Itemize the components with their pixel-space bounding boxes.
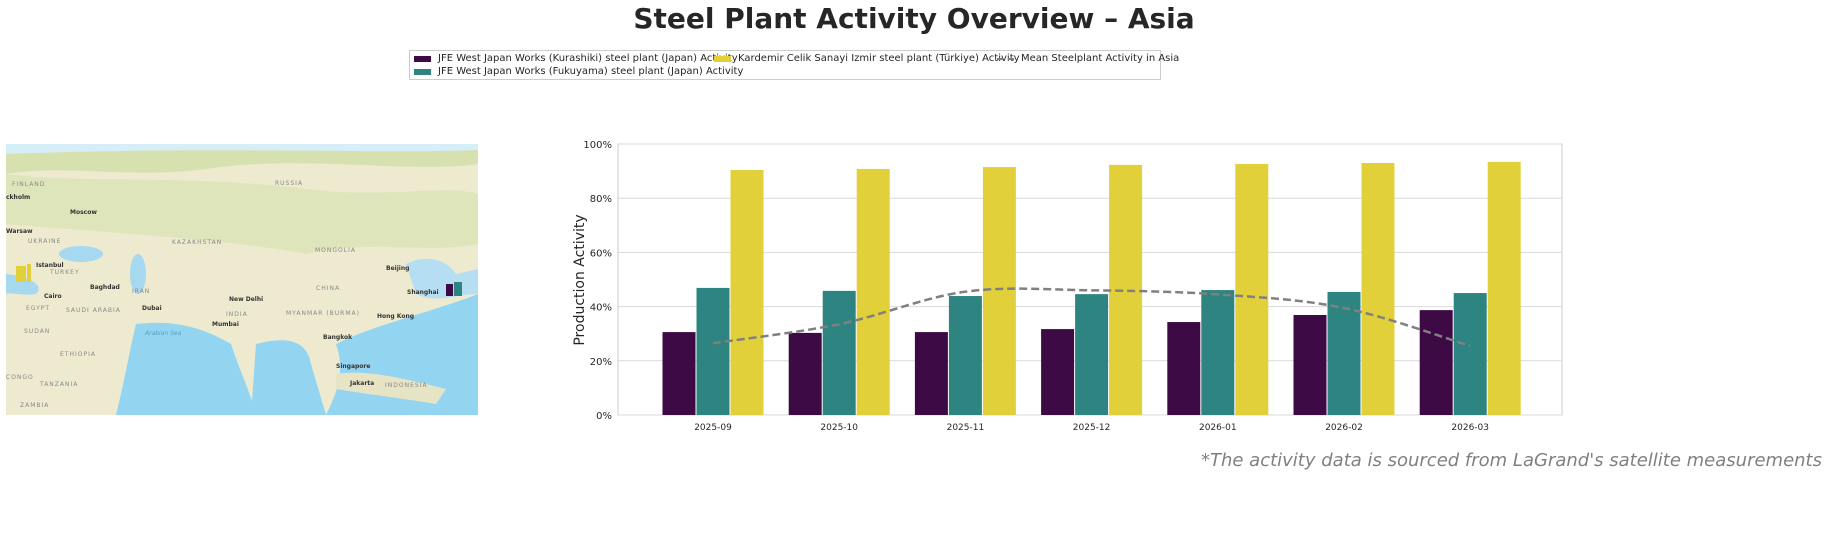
bar-kardemir — [1361, 162, 1395, 415]
map-label: ckholm — [6, 194, 31, 201]
map-label: Beijing — [386, 265, 410, 272]
y-tick-label: 100% — [583, 140, 612, 151]
map-label: Shanghai — [407, 289, 439, 296]
bar-kardemir — [856, 168, 890, 415]
map-label: Moscow — [70, 209, 97, 216]
legend-swatch — [714, 55, 731, 62]
bar-fukuyama — [1453, 293, 1487, 415]
map-label: Mumbai — [212, 321, 239, 328]
map-label: Cairo — [44, 293, 62, 300]
map-label: INDONESIA — [385, 382, 428, 389]
y-tick-label: 80% — [590, 194, 612, 205]
map-label: EGYPT — [26, 305, 51, 312]
legend-item-fukuyama: JFE West Japan Works (Fukuyama) steel pl… — [414, 66, 743, 77]
legend-item-kardemir: Kardemir Celik Sanayi Izmir steel plant … — [714, 53, 1020, 64]
map-label: Bangkok — [323, 334, 353, 341]
legend-item-mean: Mean Steelplant Activity in Asia — [997, 53, 1179, 64]
map-label: ETHIOPIA — [60, 351, 96, 358]
bar-kurashiki — [1293, 315, 1327, 415]
map-label: Hong Kong — [377, 313, 415, 320]
plant-marker-fukuyama — [454, 282, 462, 296]
plant-marker-kurashiki — [446, 284, 453, 296]
y-tick-label: 20% — [590, 357, 612, 368]
map-label: FINLAND — [12, 181, 46, 188]
map-label: CHINA — [316, 285, 341, 292]
legend: JFE West Japan Works (Kurashiki) steel p… — [409, 50, 1179, 80]
map-label: Warsaw — [6, 228, 33, 235]
legend-item-kurashiki: JFE West Japan Works (Kurashiki) steel p… — [414, 53, 738, 64]
legend-dash — [997, 57, 1014, 60]
x-tick-label: 2025-10 — [820, 423, 858, 433]
legend-label: JFE West Japan Works (Fukuyama) steel pl… — [438, 66, 744, 77]
map-label: Dubai — [142, 305, 162, 312]
map-label: TANZANIA — [40, 381, 79, 388]
bar-fukuyama — [1201, 290, 1235, 415]
x-tick-label: 2026-02 — [1325, 423, 1363, 433]
y-tick-label: 0% — [596, 411, 612, 422]
legend-label: JFE West Japan Works (Kurashiki) steel p… — [438, 53, 738, 64]
y-tick-label: 40% — [590, 303, 612, 314]
map-label: Arabian Sea — [145, 330, 182, 337]
map-label: MYANMAR (BURMA) — [286, 310, 360, 317]
footer-note: *The activity data is sourced from LaGra… — [1200, 450, 1822, 471]
y-axis-label: Production Activity — [572, 214, 588, 345]
map-label: Baghdad — [90, 284, 120, 291]
plant-marker-kardemir — [16, 266, 26, 282]
x-tick-label: 2026-01 — [1199, 423, 1237, 433]
bar-kurashiki — [662, 332, 696, 415]
map-label: New Delhi — [229, 296, 264, 303]
map-label: UKRAINE — [28, 238, 62, 245]
map-label: TURKEY — [50, 269, 80, 276]
legend-label: Kardemir Celik Sanayi Izmir steel plant … — [738, 53, 1020, 64]
bar-fukuyama — [696, 287, 730, 415]
map-label: Singapore — [336, 363, 371, 370]
map-label: IRAN — [132, 288, 151, 295]
map-label: KAZAKHSTAN — [172, 239, 223, 246]
bar-kardemir — [982, 167, 1016, 415]
bar-fukuyama — [1075, 294, 1109, 415]
bar-fukuyama — [948, 296, 982, 415]
map-label: CONGO — [6, 374, 34, 381]
bar-kardemir — [1487, 161, 1521, 415]
bar-kurashiki — [788, 332, 822, 415]
mean-activity-line — [712, 287, 1471, 348]
y-tick-label: 60% — [590, 248, 612, 259]
bar-fukuyama — [822, 290, 856, 415]
map-label: Jakarta — [350, 380, 375, 387]
map: FINLAND ckholm Moscow Warsaw UKRAINE RUSSIA KA… — [6, 144, 478, 415]
plant-marker-kardemir-bar — [27, 264, 31, 282]
x-tick-label: 2025-11 — [947, 423, 985, 433]
bar-kurashiki — [1167, 322, 1201, 415]
bar-kurashiki — [1041, 329, 1075, 415]
legend-swatch — [414, 68, 431, 75]
x-tick-label: 2025-09 — [694, 423, 732, 433]
map-label: RUSSIA — [275, 180, 304, 187]
legend-label: Mean Steelplant Activity in Asia — [1021, 53, 1180, 64]
bar-fukuyama — [1327, 291, 1361, 415]
x-tick-label: 2026-03 — [1451, 423, 1489, 433]
bar-kurashiki — [914, 332, 948, 415]
map-label: SUDAN — [24, 328, 51, 335]
map-label: Istanbul — [36, 262, 64, 269]
x-tick-label: 2025-12 — [1073, 423, 1111, 433]
map-label: ZAMBIA — [20, 402, 50, 409]
bar-kurashiki — [1419, 310, 1453, 415]
figure-title: Steel Plant Activity Overview – Asia — [633, 2, 1195, 35]
map-basemap — [6, 144, 478, 415]
map-label: INDIA — [226, 311, 248, 318]
map-label: MONGOLIA — [315, 247, 356, 254]
map-label: SAUDI ARABIA — [66, 307, 121, 314]
bar-kardemir — [1109, 164, 1143, 415]
legend-swatch — [414, 55, 431, 62]
bar-kardemir — [1235, 164, 1269, 415]
bar-kardemir — [730, 170, 764, 415]
